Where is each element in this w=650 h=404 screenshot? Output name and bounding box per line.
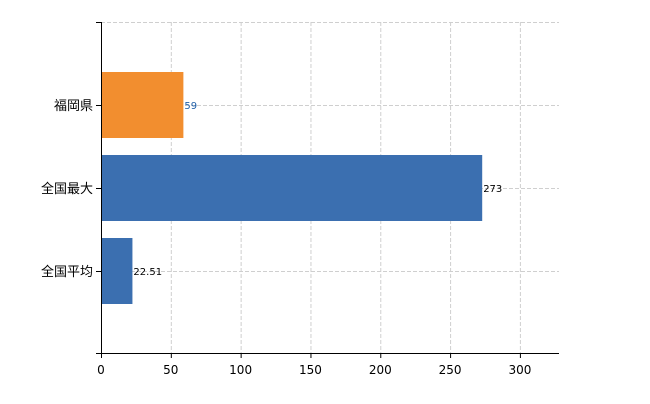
y-tick-label: 全国平均 [41,264,93,280]
x-tick-label: 100 [229,363,252,377]
data-label: 59 [184,101,197,112]
x-tick-label: 50 [163,363,178,377]
bar [101,238,133,304]
bar [101,155,483,221]
x-tick-label: 300 [508,363,531,377]
y-tick-label: 全国最大 [41,181,93,197]
x-tick-label: 250 [439,363,462,377]
y-tick-label: 福岡県 [54,99,93,114]
data-label: 273 [483,184,502,195]
x-tick-label: 200 [369,363,392,377]
bar [101,72,184,138]
x-tick-label: 0 [97,363,105,377]
x-tick-label: 150 [299,363,322,377]
data-label: 22.51 [133,267,162,278]
